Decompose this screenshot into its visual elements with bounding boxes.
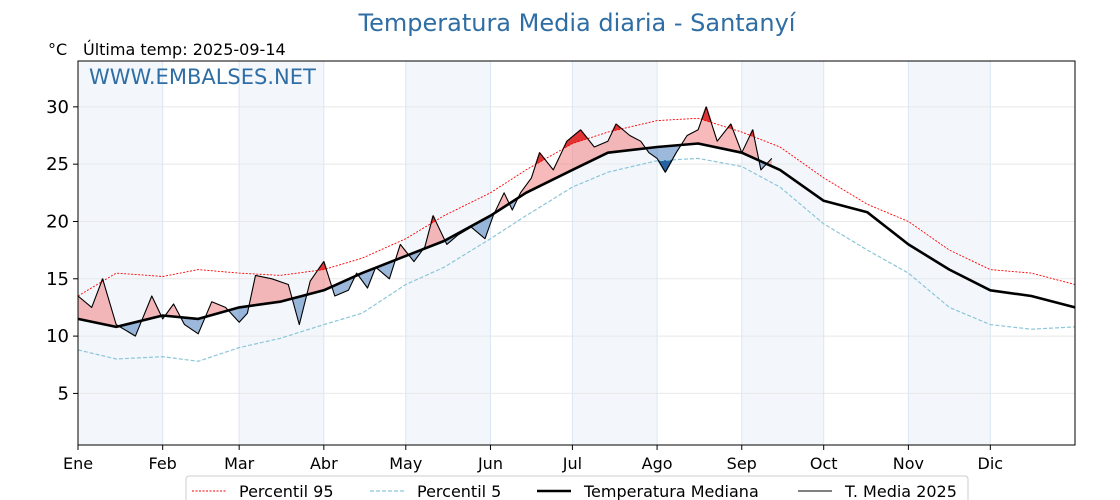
month-bands <box>78 61 991 445</box>
below-median-fill <box>409 248 424 262</box>
below-median-fill <box>332 275 356 296</box>
legend-label: Temperatura Mediana <box>583 482 759 500</box>
month-band <box>572 61 658 445</box>
plot-frame <box>77 60 1076 446</box>
below-median-fill <box>759 160 767 170</box>
above-median-fill <box>395 244 410 260</box>
above-median-fill <box>249 275 293 306</box>
legend-label: T. Media 2025 <box>844 482 957 500</box>
above-median-fill <box>165 304 182 319</box>
legend-label: Percentil 5 <box>417 482 501 500</box>
legend-label: Percentil 95 <box>239 482 334 500</box>
x-tick-label: Jul <box>562 454 582 473</box>
x-tick-label: Ago <box>642 454 673 473</box>
series-lines <box>77 106 1076 362</box>
month-band <box>78 61 163 445</box>
above-median-fill <box>205 301 229 317</box>
above-median-fill <box>423 215 446 249</box>
chart-title: Temperatura Media diaria - Santanyí <box>358 9 797 37</box>
y-tick-label: 10 <box>46 326 69 347</box>
above-median-fill <box>78 278 119 327</box>
x-tick-label: Sep <box>727 454 757 473</box>
above-median-fill <box>494 192 510 214</box>
x-tick-label: Nov <box>893 454 924 473</box>
x-tick-label: Feb <box>149 454 177 473</box>
below-median-fill <box>358 267 376 288</box>
x-tick-label: Mar <box>224 454 255 473</box>
month-band <box>239 61 324 445</box>
below-median-fill <box>292 294 307 325</box>
above-median-fill <box>518 124 647 198</box>
below-median-fill <box>119 319 143 337</box>
below-median-fill <box>228 303 250 323</box>
x-tick-label: Abr <box>310 454 338 473</box>
unit-label: °C <box>48 40 67 59</box>
x-tick-label: Ene <box>63 454 93 473</box>
above-median-fill <box>306 261 332 295</box>
x-axis: Ene Feb Mar Abr May Jun Jul Ago Sep Oct Nov Dic <box>63 445 1003 473</box>
y-tick-label: 25 <box>46 154 69 175</box>
watermark: WWW.EMBALSES.NET <box>89 65 316 89</box>
y-tick-label: 30 <box>46 97 69 118</box>
x-tick-label: May <box>389 454 422 473</box>
x-tick-label: Oct <box>810 454 838 473</box>
p95-line <box>77 117 1076 297</box>
mean-2025-line <box>77 106 773 337</box>
p5-line <box>77 157 1076 362</box>
y-tick-label: 5 <box>58 383 69 404</box>
month-band <box>741 61 824 445</box>
median-line <box>77 142 1076 329</box>
below-median-fill <box>646 144 682 173</box>
x-tick-label: Dic <box>978 454 1004 473</box>
last-temp-label: Última temp: 2025-09-14 <box>83 40 286 59</box>
y-axis: 5 10 15 20 25 30 <box>46 97 78 404</box>
y-tick-label: 15 <box>46 269 69 290</box>
legend-box <box>185 475 969 500</box>
above-median-fill <box>142 296 162 321</box>
x-tick-label: Jun <box>477 454 503 473</box>
y-tick-label: 20 <box>46 211 69 232</box>
legend: Percentil 95 Percentil 5 Temperatura Media… <box>185 475 969 500</box>
